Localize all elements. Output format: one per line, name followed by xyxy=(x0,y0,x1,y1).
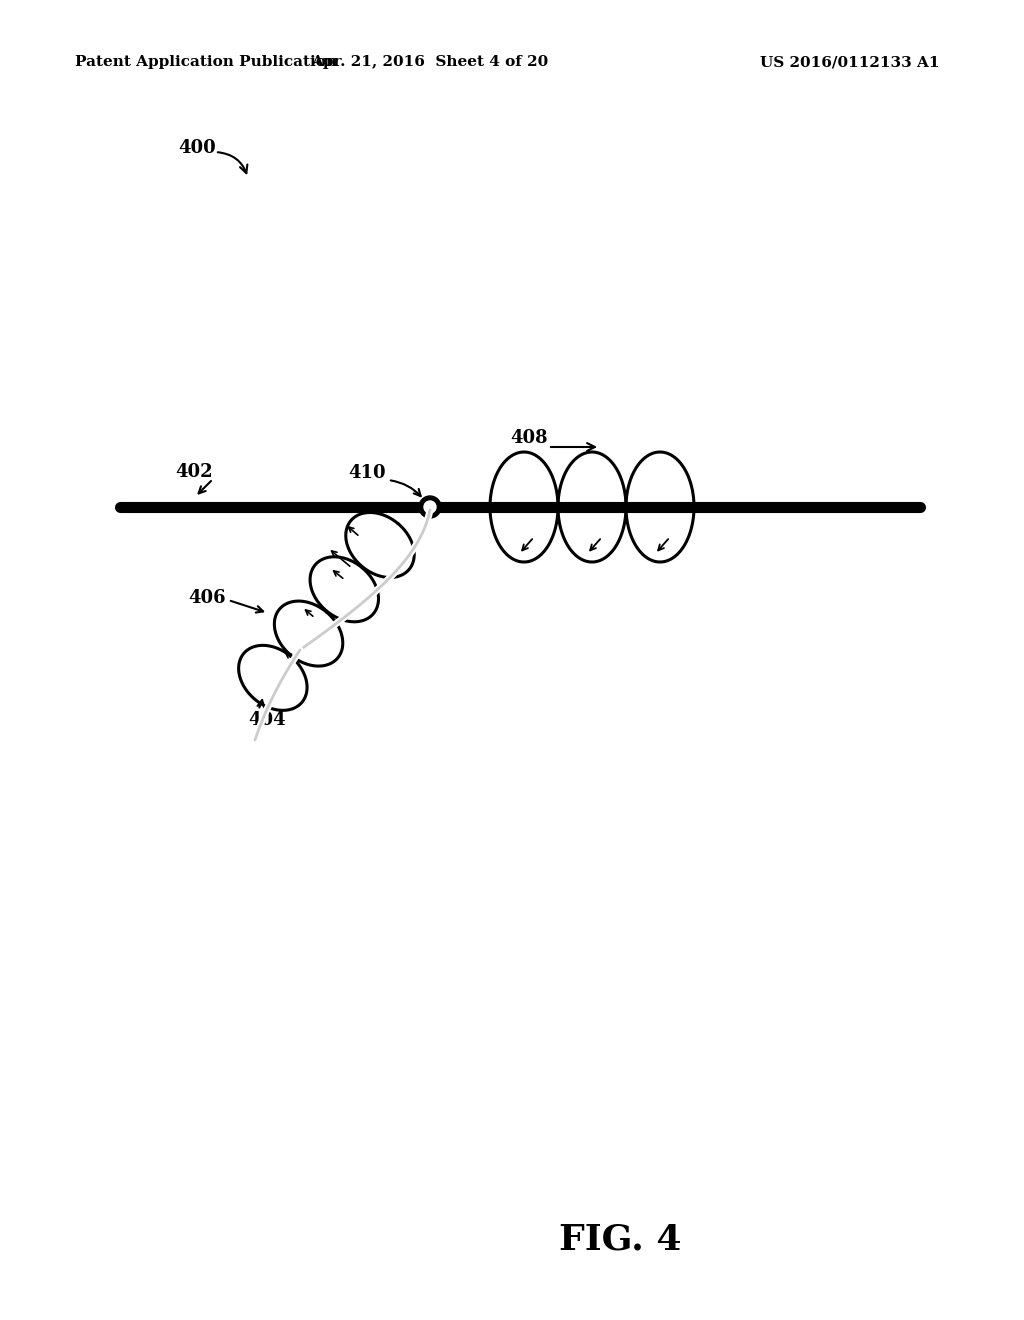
FancyArrowPatch shape xyxy=(199,480,211,494)
Text: 408: 408 xyxy=(510,429,548,447)
FancyArrowPatch shape xyxy=(258,700,264,708)
Text: 400: 400 xyxy=(178,139,216,157)
Text: 410: 410 xyxy=(348,465,386,482)
FancyArrowPatch shape xyxy=(391,480,421,496)
Circle shape xyxy=(419,496,441,517)
Text: Patent Application Publication: Patent Application Publication xyxy=(75,55,337,69)
Circle shape xyxy=(424,502,436,513)
Text: 404: 404 xyxy=(248,711,286,729)
FancyArrowPatch shape xyxy=(230,601,263,612)
Text: 406: 406 xyxy=(188,589,225,607)
Text: Apr. 21, 2016  Sheet 4 of 20: Apr. 21, 2016 Sheet 4 of 20 xyxy=(311,55,549,69)
Text: FIG. 4: FIG. 4 xyxy=(559,1224,681,1257)
Text: 402: 402 xyxy=(175,463,213,480)
Text: US 2016/0112133 A1: US 2016/0112133 A1 xyxy=(760,55,939,69)
FancyArrowPatch shape xyxy=(218,152,248,173)
